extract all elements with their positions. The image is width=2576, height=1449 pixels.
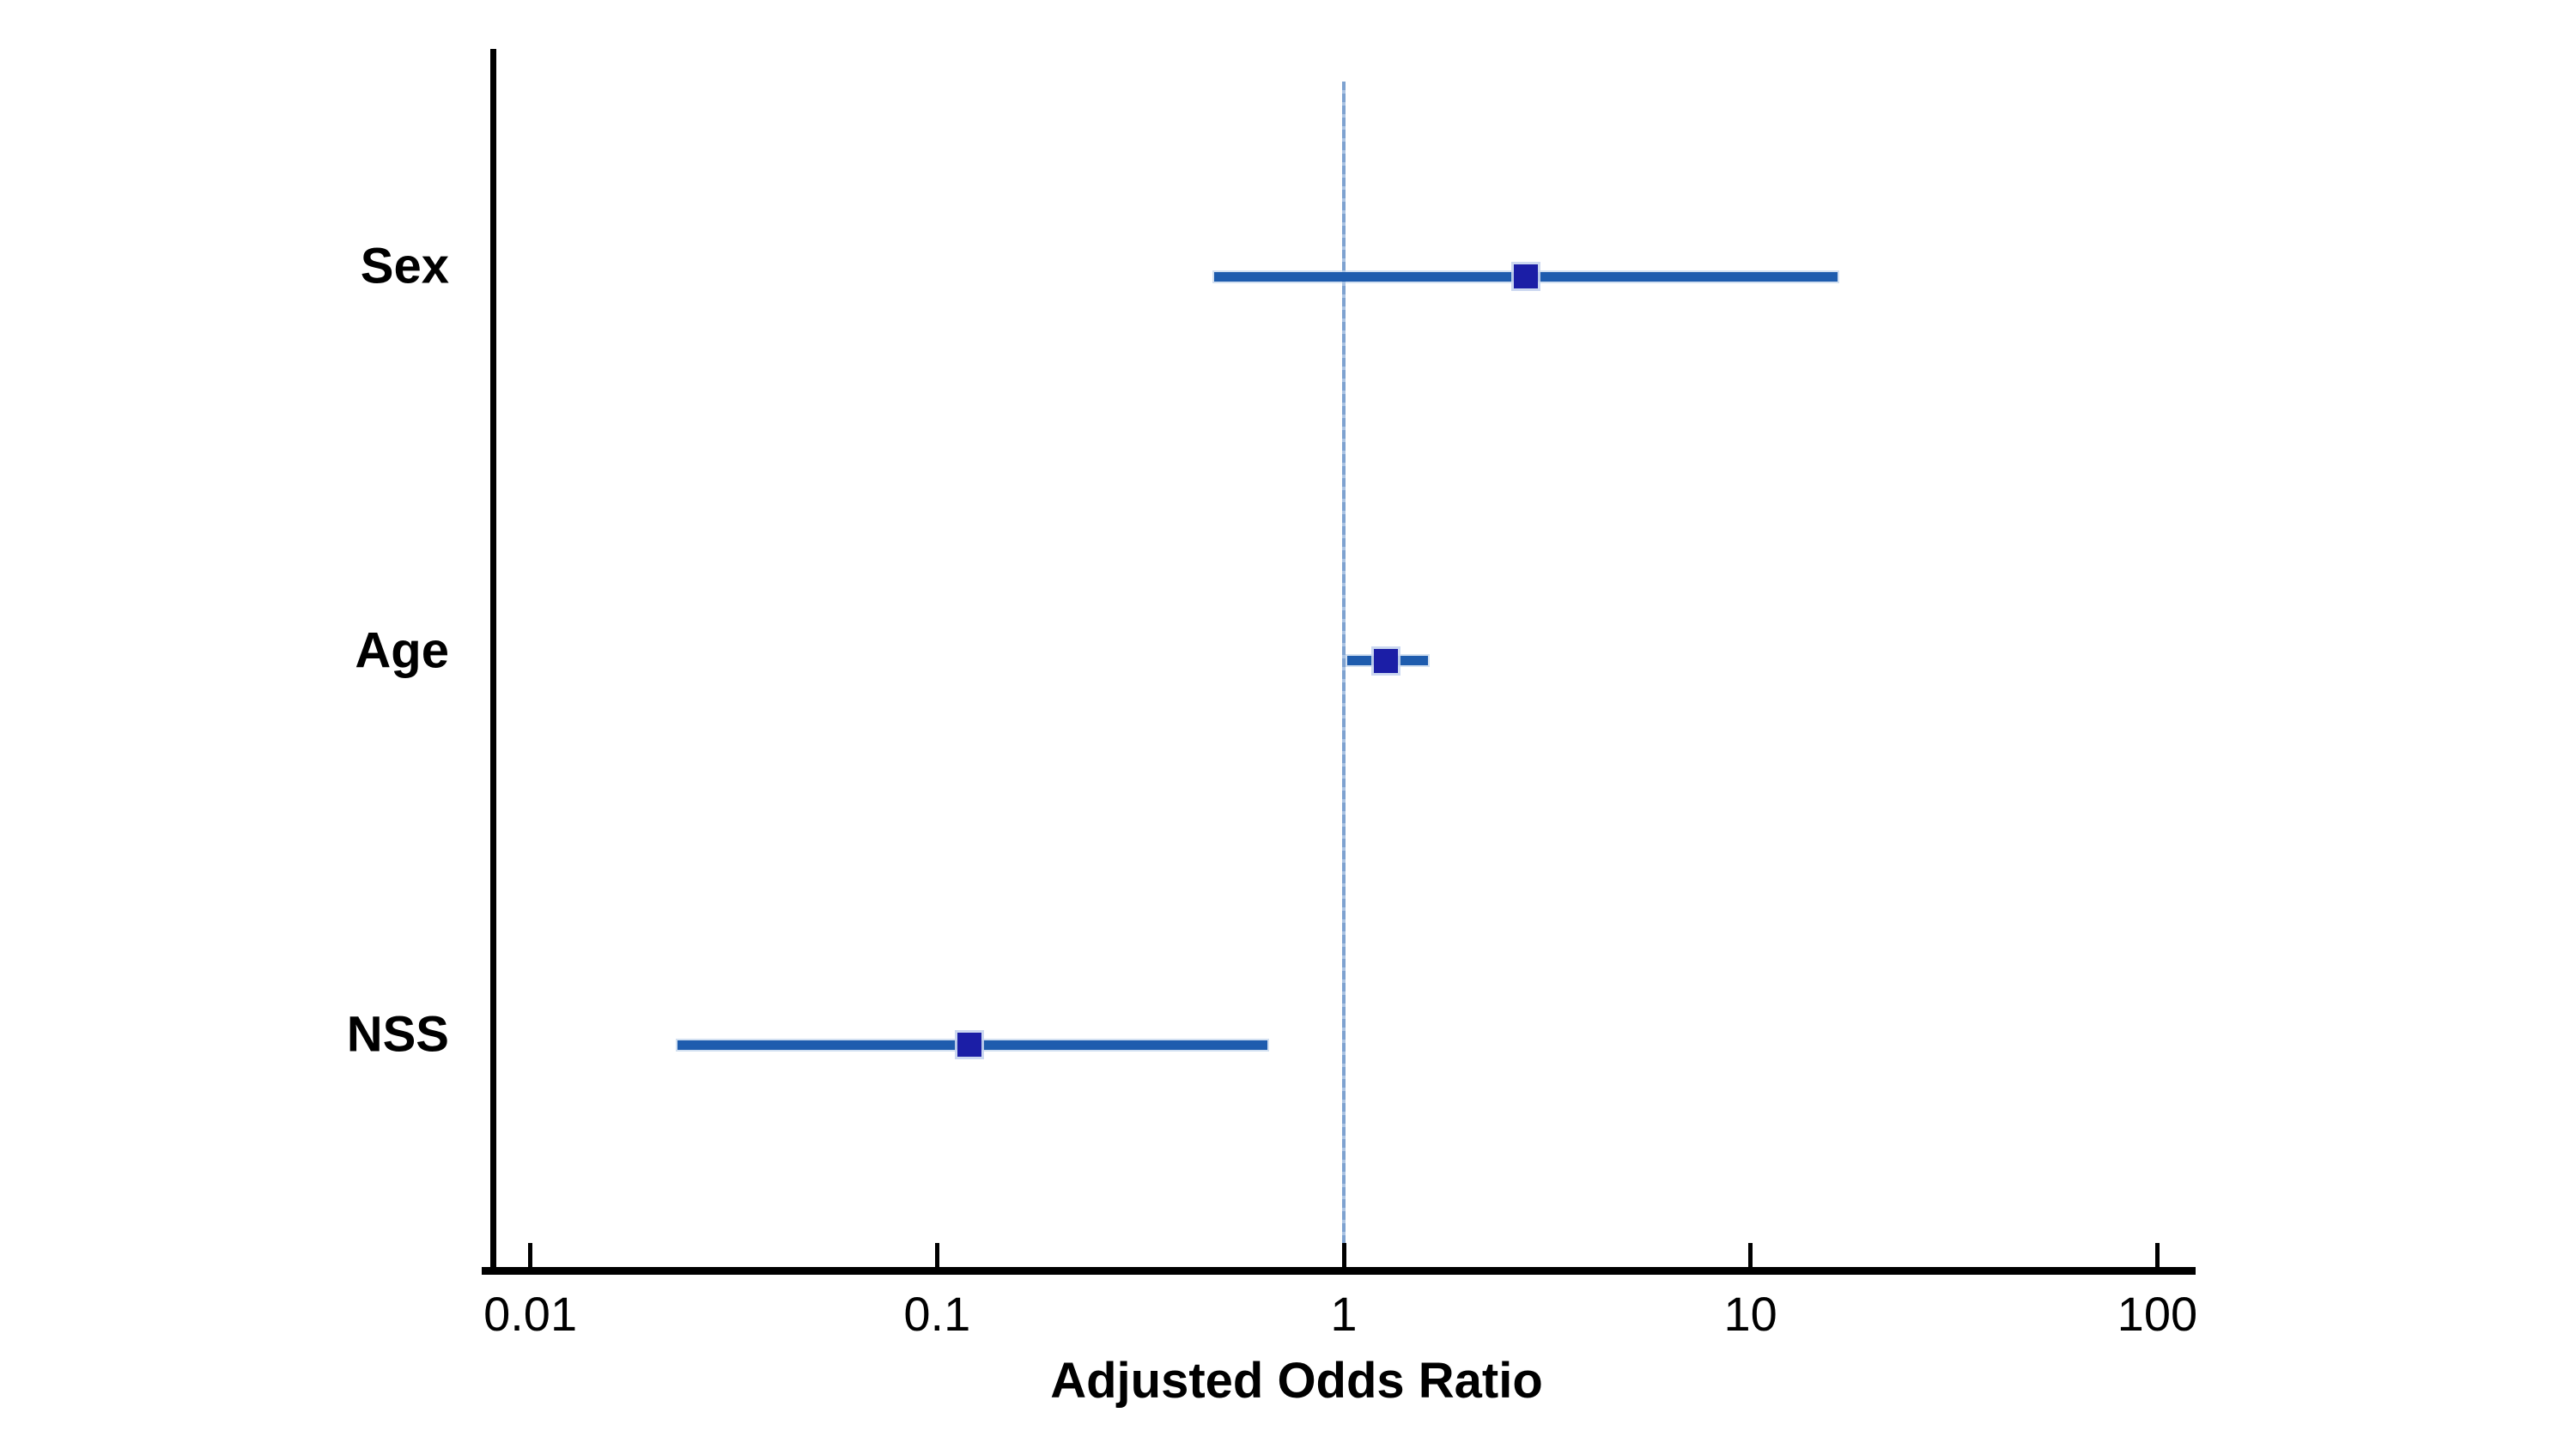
x-tick-mark	[528, 1243, 533, 1267]
category-label: NSS	[346, 1006, 449, 1063]
odds-ratio-marker	[1374, 648, 1399, 673]
x-tick-label: 100	[2117, 1287, 2198, 1341]
x-tick-mark	[2154, 1243, 2160, 1267]
x-axis-title: Adjusted Odds Ratio	[1050, 1353, 1543, 1409]
x-tick-label: 0.01	[483, 1287, 578, 1341]
x-tick-mark	[1341, 1243, 1346, 1267]
x-tick-label: 1	[1330, 1287, 1358, 1341]
x-tick-label: 0.1	[903, 1287, 971, 1341]
y-axis-line	[490, 49, 496, 1275]
reference-line	[1342, 82, 1346, 1267]
x-axis-line	[482, 1267, 2196, 1275]
odds-ratio-marker	[1513, 264, 1538, 288]
x-tick-label: 10	[1723, 1287, 1777, 1341]
x-tick-mark	[934, 1243, 939, 1267]
odds-ratio-marker	[957, 1033, 981, 1057]
category-label: Sex	[360, 238, 449, 294]
category-label: Age	[355, 622, 449, 678]
x-tick-mark	[1748, 1243, 1753, 1267]
